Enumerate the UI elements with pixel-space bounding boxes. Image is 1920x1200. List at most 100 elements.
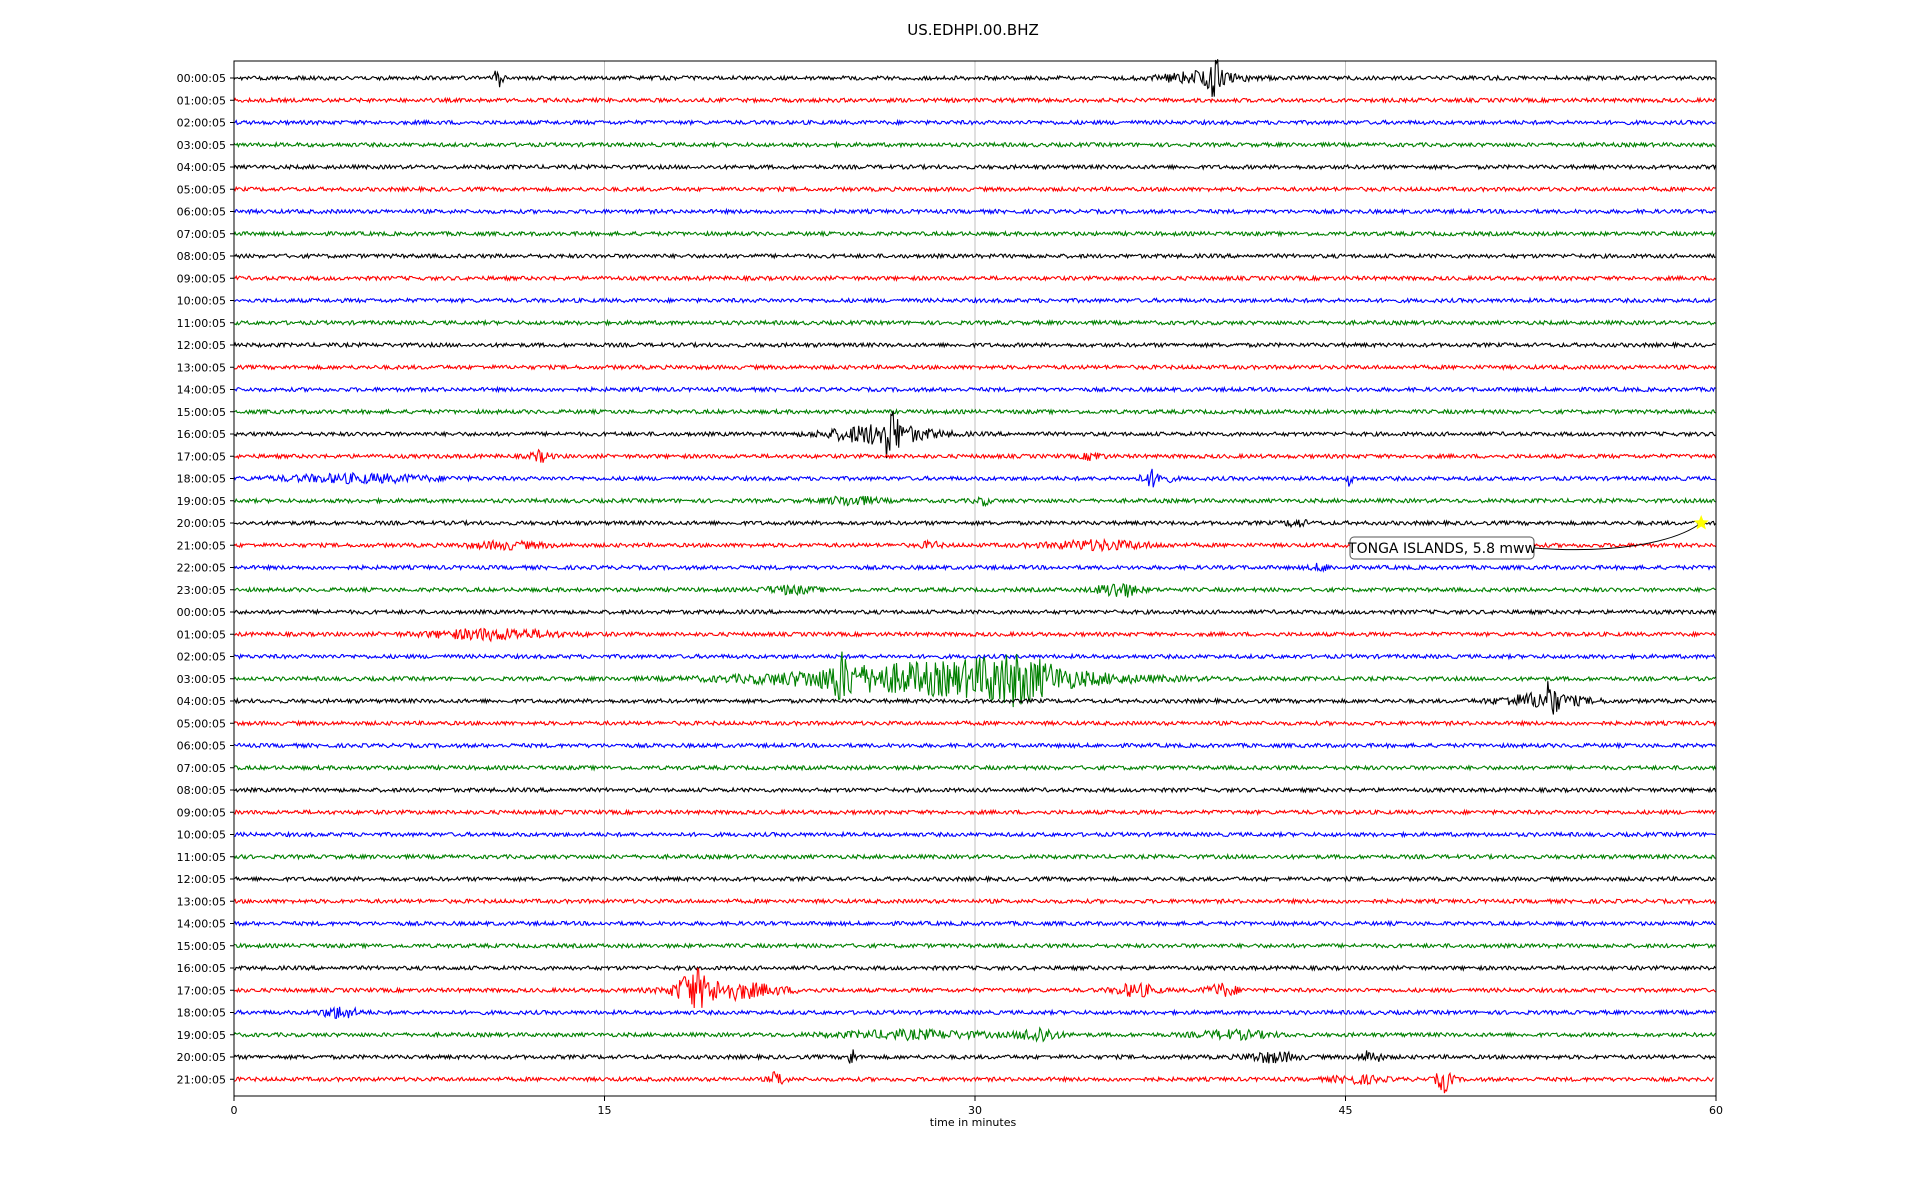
- trace-row-45: [233, 1070, 1714, 1094]
- x-tick-label-0: 0: [231, 1104, 238, 1117]
- row-label-6: 06:00:05: [177, 206, 226, 219]
- row-label-1: 01:00:05: [177, 94, 226, 107]
- trace-row-36: [233, 875, 1716, 884]
- row-label-29: 05:00:05: [177, 717, 226, 730]
- trace-row-12: [233, 340, 1716, 350]
- row-label-25: 01:00:05: [177, 628, 226, 641]
- row-label-4: 04:00:05: [177, 161, 226, 174]
- trace-row-40: [233, 964, 1717, 972]
- row-label-18: 18:00:05: [177, 473, 226, 486]
- row-label-27: 03:00:05: [177, 673, 226, 686]
- trace-row-4: [233, 163, 1717, 171]
- trace-row-27: [233, 651, 1717, 708]
- row-label-40: 16:00:05: [177, 962, 226, 975]
- trace-row-2: [233, 118, 1716, 127]
- row-label-7: 07:00:05: [177, 228, 226, 241]
- trace-row-13: [233, 363, 1717, 371]
- trace-row-41: [233, 967, 1716, 1009]
- row-label-26: 02:00:05: [177, 651, 226, 664]
- trace-row-35: [233, 852, 1716, 861]
- trace-row-9: [233, 274, 1716, 282]
- row-label-10: 10:00:05: [177, 295, 226, 308]
- trace-row-33: [233, 808, 1716, 816]
- trace-row-23: [233, 582, 1716, 598]
- trace-row-43: [233, 1026, 1716, 1043]
- row-label-12: 12:00:05: [177, 339, 226, 352]
- annotation-arrow-0: [1533, 524, 1699, 551]
- row-label-0: 00:00:05: [177, 72, 226, 85]
- trace-row-15: [233, 407, 1716, 416]
- row-label-38: 14:00:05: [177, 918, 226, 931]
- trace-row-7: [233, 229, 1716, 238]
- trace-row-11: [233, 318, 1716, 327]
- chart-title: US.EDHPI.00.BHZ: [907, 21, 1039, 39]
- row-label-32: 08:00:05: [177, 784, 226, 797]
- row-label-22: 22:00:05: [177, 562, 226, 575]
- row-label-43: 19:00:05: [177, 1029, 226, 1042]
- x-axis-ticks: 0 15 30 45 60: [231, 1096, 1723, 1117]
- plot-frame: [233, 60, 1717, 1097]
- event-marker-star-0: [1693, 515, 1709, 530]
- row-label-35: 11:00:05: [177, 851, 226, 864]
- trace-row-18: [233, 468, 1716, 488]
- trace-row-24: [233, 608, 1717, 616]
- row-label-33: 09:00:05: [177, 806, 226, 819]
- row-label-20: 20:00:05: [177, 517, 226, 530]
- row-label-37: 13:00:05: [177, 895, 226, 908]
- row-label-11: 11:00:05: [177, 317, 226, 330]
- annotation-box-0: [1349, 536, 1535, 560]
- row-label-31: 07:00:05: [177, 762, 226, 775]
- annotation-layer: TONGA ISLANDS, 5.8 mww: [1347, 515, 1709, 560]
- row-labels: 00:00:05 01:00:05 02:00:05 03:00:05 04:00:05…: [177, 72, 234, 1086]
- row-label-39: 15:00:05: [177, 940, 226, 953]
- x-tick-label-2: 30: [968, 1104, 982, 1117]
- row-label-30: 06:00:05: [177, 740, 226, 753]
- trace-row-25: [233, 627, 1716, 643]
- row-label-8: 08:00:05: [177, 250, 226, 263]
- x-tick-label-1: 15: [598, 1104, 612, 1117]
- row-label-45: 21:00:05: [177, 1073, 226, 1086]
- trace-row-39: [233, 942, 1717, 950]
- trace-row-8: [233, 252, 1716, 260]
- row-label-17: 17:00:05: [177, 450, 226, 463]
- row-label-5: 05:00:05: [177, 183, 226, 196]
- row-label-9: 09:00:05: [177, 272, 226, 285]
- trace-row-31: [233, 763, 1717, 772]
- trace-row-0: [233, 59, 1717, 97]
- row-label-36: 12:00:05: [177, 873, 226, 886]
- trace-row-6: [233, 207, 1717, 216]
- row-label-24: 00:00:05: [177, 606, 226, 619]
- trace-row-28: [233, 681, 1717, 715]
- row-label-41: 17:00:05: [177, 984, 226, 997]
- trace-row-44: [233, 1049, 1716, 1064]
- row-label-23: 23:00:05: [177, 584, 226, 597]
- row-label-3: 03:00:05: [177, 139, 226, 152]
- row-label-16: 16:00:05: [177, 428, 226, 441]
- row-label-21: 21:00:05: [177, 539, 226, 552]
- trace-row-32: [233, 786, 1717, 794]
- trace-row-19: [233, 495, 1716, 508]
- row-label-44: 20:00:05: [177, 1051, 226, 1064]
- row-label-28: 04:00:05: [177, 695, 226, 708]
- trace-row-10: [233, 296, 1716, 305]
- trace-row-14: [233, 385, 1716, 394]
- trace-row-5: [233, 185, 1716, 194]
- x-tick-label-4: 60: [1709, 1104, 1723, 1117]
- row-label-19: 19:00:05: [177, 495, 226, 508]
- row-label-34: 10:00:05: [177, 829, 226, 842]
- trace-row-42: [233, 1006, 1716, 1020]
- row-label-13: 13:00:05: [177, 361, 226, 374]
- row-label-14: 14:00:05: [177, 384, 226, 397]
- trace-row-1: [233, 96, 1717, 105]
- row-label-15: 15:00:05: [177, 406, 226, 419]
- trace-row-30: [233, 741, 1717, 750]
- annotation-text-0: TONGA ISLANDS, 5.8 mww: [1347, 541, 1536, 557]
- row-label-42: 18:00:05: [177, 1007, 226, 1020]
- trace-row-20: [234, 518, 1717, 529]
- row-label-2: 02:00:05: [177, 117, 226, 130]
- trace-row-37: [233, 897, 1717, 906]
- trace-row-22: [233, 562, 1717, 573]
- trace-row-26: [233, 652, 1717, 661]
- x-tick-label-3: 45: [1339, 1104, 1353, 1117]
